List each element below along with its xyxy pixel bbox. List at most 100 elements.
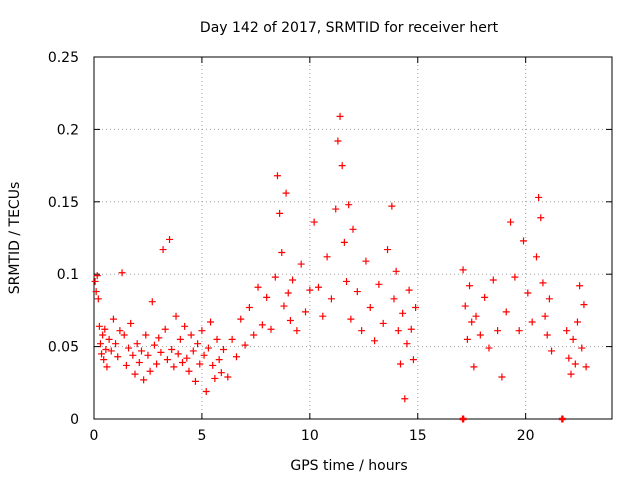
data-point [127,319,135,327]
data-point [565,354,573,362]
data-point [379,319,387,327]
data-point [539,279,547,287]
data-point [401,395,409,403]
data-point [343,277,351,285]
x-axis-label: GPS time / hours [290,458,407,474]
data-point [338,162,346,170]
data-point [537,214,545,222]
data-point [485,344,493,352]
data-point [293,327,301,335]
data-point [515,327,523,335]
data-point [362,257,370,265]
y-tick-label: 0.1 [57,267,79,283]
axis-ticks: 0 5 10 15 20 0 0.05 0.1 0.15 0.2 0.25 [48,50,612,444]
data-point [576,282,584,290]
data-point [580,301,588,309]
data-point [358,327,366,335]
data-point [163,356,171,364]
data-point [353,288,361,296]
data-point [198,327,206,335]
data-point [349,225,357,233]
data-point [323,253,331,261]
data-point [204,344,212,352]
data-point [101,325,109,333]
data-point [375,280,383,288]
data-point [476,331,484,339]
data-point [137,347,145,355]
data-point [94,295,102,303]
data-point [228,335,236,343]
data-point [100,356,108,364]
data-point [174,350,182,358]
data-point [399,309,407,317]
data-point [332,205,340,213]
data-point [392,267,400,275]
x-tick-label: 10 [301,428,319,444]
data-point [334,137,342,145]
data-point [567,370,575,378]
data-point [327,295,335,303]
data-point [178,359,186,367]
data-points [91,112,590,423]
data-point [578,344,586,352]
data-point [159,246,167,254]
x-tick-label: 0 [90,428,99,444]
data-point [271,273,279,281]
data-point [194,340,202,348]
data-point [142,331,150,339]
data-point [92,288,100,296]
data-point [470,363,478,371]
data-point [412,304,420,312]
data-point [276,209,284,217]
data-point [463,335,471,343]
data-point [95,322,103,330]
data-point [573,318,581,326]
data-point [187,331,195,339]
data-point [250,331,258,339]
data-point [200,351,208,359]
data-point [224,373,232,381]
data-point [96,340,104,348]
data-point [176,335,184,343]
data-point [107,347,115,355]
data-point [98,350,106,358]
data-point [286,317,294,325]
data-point [189,347,197,355]
data-point [310,218,318,226]
data-point [183,354,191,362]
data-point [237,315,245,323]
data-point [211,374,219,382]
data-point [153,360,161,368]
data-point [150,341,158,349]
data-point [548,347,556,355]
x-tick-label: 15 [409,428,427,444]
data-point [273,172,281,180]
data-point [232,353,240,361]
data-point [545,295,553,303]
data-point [258,321,266,329]
data-point [459,415,467,423]
data-point [347,315,355,323]
data-point [403,340,411,348]
data-point [168,345,176,353]
data-point [207,318,215,326]
data-point [133,340,141,348]
y-tick-label: 0 [70,412,79,428]
data-point [102,345,110,353]
data-point [502,308,510,316]
data-point [129,351,137,359]
y-axis-label: SRMTID / TECUs [7,182,23,295]
y-tick-label: 0.05 [48,340,79,356]
data-point [306,286,314,294]
data-point [520,237,528,245]
data-point [388,202,396,210]
data-point [112,340,120,348]
data-point [220,345,227,353]
data-point [371,337,379,345]
y-tick-label: 0.15 [48,195,79,211]
data-point [558,415,566,423]
data-point [409,356,417,364]
data-point [528,318,536,326]
data-point [468,318,476,326]
data-point [254,283,262,291]
